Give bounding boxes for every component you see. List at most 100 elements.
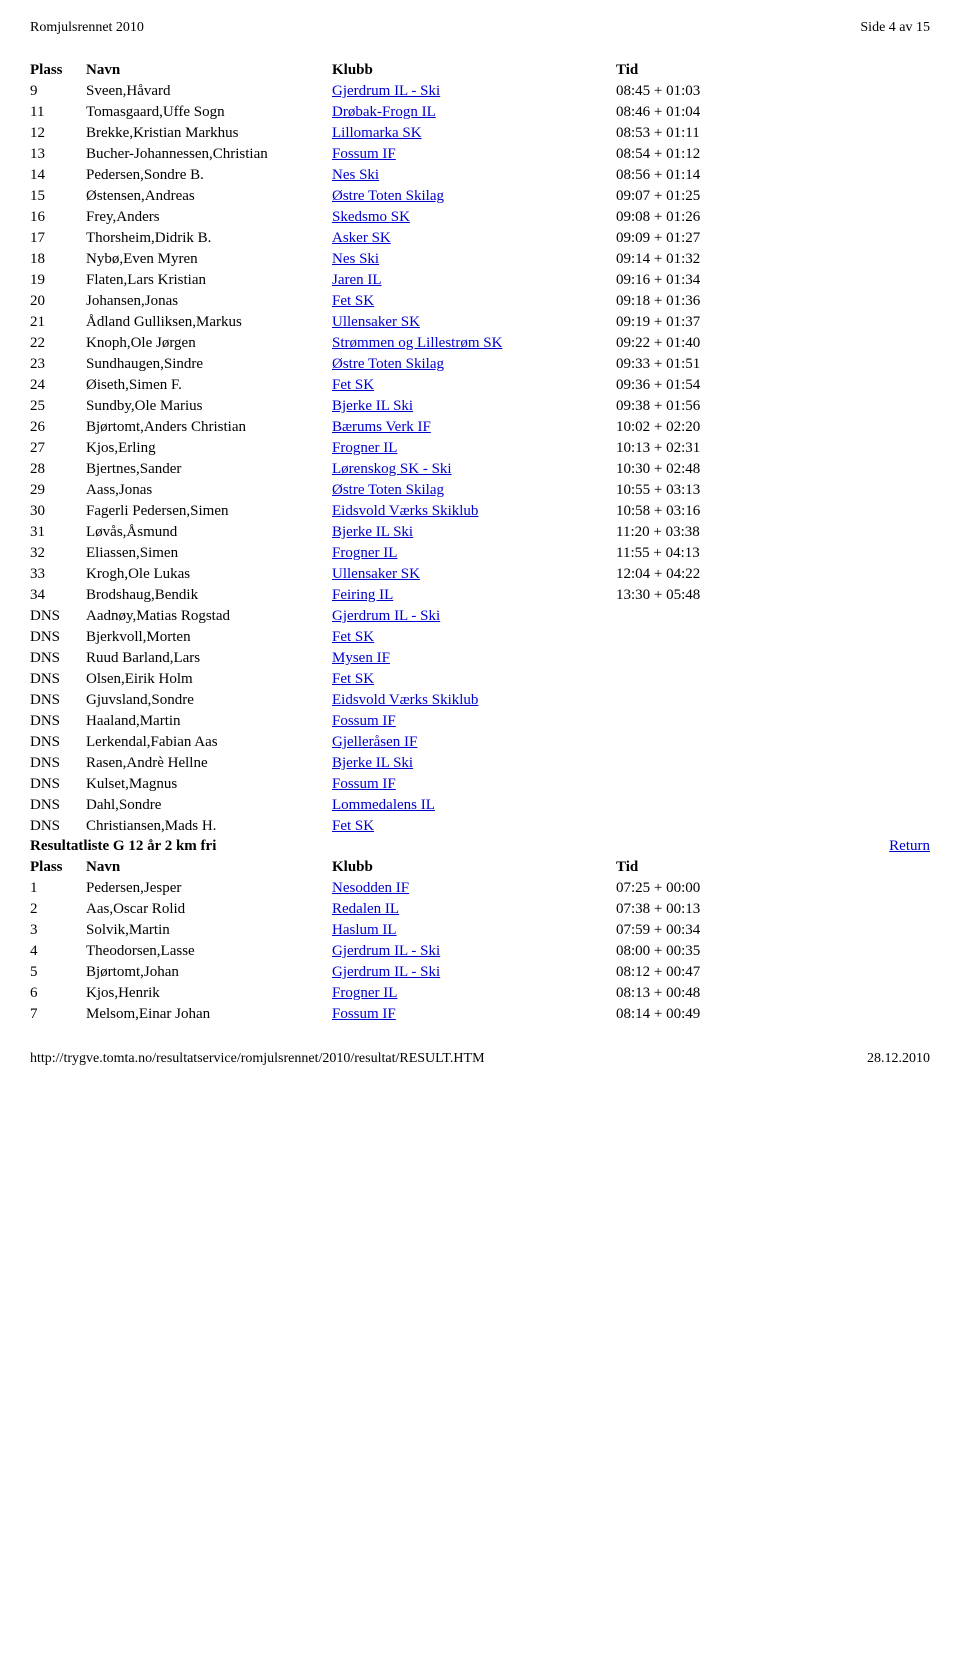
klubb-link[interactable]: Skedsmo SK	[332, 209, 410, 225]
cell-plass: 4	[30, 941, 86, 962]
klubb-link[interactable]: Bjerke IL Ski	[332, 524, 413, 540]
table-row: 22Knoph,Ole JørgenStrømmen og Lillestrøm…	[30, 333, 930, 354]
klubb-link[interactable]: Jaren IL	[332, 272, 382, 288]
cell-navn: Rasen,Andrè Hellne	[86, 753, 332, 774]
cell-navn: Melsom,Einar Johan	[86, 1004, 332, 1025]
klubb-link[interactable]: Lommedalens IL	[332, 797, 435, 813]
cell-plass: 26	[30, 417, 86, 438]
klubb-link[interactable]: Fet SK	[332, 377, 374, 393]
cell-tid: 09:33 + 01:51	[616, 354, 930, 375]
cell-navn: Øiseth,Simen F.	[86, 375, 332, 396]
cell-klubb: Østre Toten Skilag	[332, 186, 616, 207]
cell-navn: Dahl,Sondre	[86, 795, 332, 816]
cell-plass: 34	[30, 585, 86, 606]
klubb-link[interactable]: Fet SK	[332, 671, 374, 687]
cell-navn: Pedersen,Jesper	[86, 878, 332, 899]
table-row: DNSAadnøy,Matias RogstadGjerdrum IL - Sk…	[30, 606, 930, 627]
cell-plass: 2	[30, 899, 86, 920]
cell-plass: 20	[30, 291, 86, 312]
klubb-link[interactable]: Drøbak-Frogn IL	[332, 104, 436, 120]
klubb-link[interactable]: Nes Ski	[332, 167, 379, 183]
table-row: 30Fagerli Pedersen,SimenEidsvold Værks S…	[30, 501, 930, 522]
klubb-link[interactable]: Frogner IL	[332, 545, 397, 561]
cell-tid	[616, 711, 930, 732]
cell-klubb: Fet SK	[332, 627, 616, 648]
klubb-link[interactable]: Eidsvold Værks Skiklub	[332, 503, 478, 519]
klubb-link[interactable]: Lillomarka SK	[332, 125, 422, 141]
klubb-link[interactable]: Mysen IF	[332, 650, 390, 666]
klubb-link[interactable]: Bjerke IL Ski	[332, 398, 413, 414]
klubb-link[interactable]: Gjerdrum IL - Ski	[332, 608, 440, 624]
table-row: 5Bjørtomt,JohanGjerdrum IL - Ski08:12 + …	[30, 962, 930, 983]
table-row: 33Krogh,Ole LukasUllensaker SK12:04 + 04…	[30, 564, 930, 585]
klubb-link[interactable]: Ullensaker SK	[332, 314, 420, 330]
cell-plass: 17	[30, 228, 86, 249]
cell-tid: 09:36 + 01:54	[616, 375, 930, 396]
cell-klubb: Ullensaker SK	[332, 312, 616, 333]
klubb-link[interactable]: Bærums Verk IF	[332, 419, 431, 435]
cell-navn: Brekke,Kristian Markhus	[86, 123, 332, 144]
cell-tid	[616, 690, 930, 711]
klubb-link[interactable]: Eidsvold Værks Skiklub	[332, 692, 478, 708]
klubb-link[interactable]: Redalen IL	[332, 901, 399, 917]
cell-navn: Aass,Jonas	[86, 480, 332, 501]
klubb-link[interactable]: Gjerdrum IL - Ski	[332, 83, 440, 99]
cell-navn: Christiansen,Mads H.	[86, 816, 332, 837]
table-row: 15Østensen,AndreasØstre Toten Skilag09:0…	[30, 186, 930, 207]
klubb-link[interactable]: Fet SK	[332, 629, 374, 645]
klubb-link[interactable]: Gjerdrum IL - Ski	[332, 964, 440, 980]
cell-navn: Flaten,Lars Kristian	[86, 270, 332, 291]
klubb-link[interactable]: Gjerdrum IL - Ski	[332, 943, 440, 959]
page-footer: http://trygve.tomta.no/resultatservice/r…	[30, 1051, 930, 1067]
table-row: DNSLerkendal,Fabian AasGjelleråsen IF	[30, 732, 930, 753]
header-navn: Navn	[86, 857, 332, 878]
table-row: DNSDahl,SondreLommedalens IL	[30, 795, 930, 816]
header-tid: Tid	[616, 857, 930, 878]
klubb-link[interactable]: Feiring IL	[332, 587, 393, 603]
klubb-link[interactable]: Asker SK	[332, 230, 391, 246]
page-header-left: Romjulsrennet 2010	[30, 20, 144, 36]
klubb-link[interactable]: Bjerke IL Ski	[332, 755, 413, 771]
table-row: 31Løvås,ÅsmundBjerke IL Ski11:20 + 03:38	[30, 522, 930, 543]
cell-navn: Ådland Gulliksen,Markus	[86, 312, 332, 333]
klubb-link[interactable]: Gjelleråsen IF	[332, 734, 417, 750]
table-row: DNSOlsen,Eirik HolmFet SK	[30, 669, 930, 690]
cell-plass: DNS	[30, 732, 86, 753]
cell-klubb: Fossum IF	[332, 774, 616, 795]
klubb-link[interactable]: Frogner IL	[332, 985, 397, 1001]
klubb-link[interactable]: Østre Toten Skilag	[332, 482, 444, 498]
table-row: 3Solvik,MartinHaslum IL07:59 + 00:34	[30, 920, 930, 941]
cell-plass: 15	[30, 186, 86, 207]
klubb-link[interactable]: Frogner IL	[332, 440, 397, 456]
klubb-link[interactable]: Østre Toten Skilag	[332, 356, 444, 372]
klubb-link[interactable]: Fet SK	[332, 293, 374, 309]
klubb-link[interactable]: Lørenskog SK - Ski	[332, 461, 452, 477]
klubb-link[interactable]: Fossum IF	[332, 1006, 396, 1022]
cell-tid: 08:12 + 00:47	[616, 962, 930, 983]
cell-plass: 30	[30, 501, 86, 522]
section-title-row: Resultatliste G 12 år 2 km friReturn	[30, 837, 930, 857]
cell-plass: 33	[30, 564, 86, 585]
table-row: 21Ådland Gulliksen,MarkusUllensaker SK09…	[30, 312, 930, 333]
klubb-link[interactable]: Nes Ski	[332, 251, 379, 267]
klubb-link[interactable]: Østre Toten Skilag	[332, 188, 444, 204]
cell-klubb: Skedsmo SK	[332, 207, 616, 228]
klubb-link[interactable]: Fossum IF	[332, 146, 396, 162]
klubb-link[interactable]: Ullensaker SK	[332, 566, 420, 582]
klubb-link[interactable]: Nesodden IF	[332, 880, 409, 896]
cell-tid: 08:53 + 01:11	[616, 123, 930, 144]
table-row: 27Kjos,ErlingFrogner IL10:13 + 02:31	[30, 438, 930, 459]
cell-plass: 14	[30, 165, 86, 186]
klubb-link[interactable]: Fossum IF	[332, 776, 396, 792]
header-plass: Plass	[30, 857, 86, 878]
klubb-link[interactable]: Strømmen og Lillestrøm SK	[332, 335, 502, 351]
klubb-link[interactable]: Fossum IF	[332, 713, 396, 729]
klubb-link[interactable]: Haslum IL	[332, 922, 397, 938]
table-row: 16Frey,AndersSkedsmo SK09:08 + 01:26	[30, 207, 930, 228]
cell-tid: 08:45 + 01:03	[616, 81, 930, 102]
klubb-link[interactable]: Fet SK	[332, 818, 374, 834]
return-link[interactable]: Return	[889, 838, 930, 854]
cell-tid: 08:00 + 00:35	[616, 941, 930, 962]
cell-plass: DNS	[30, 711, 86, 732]
cell-klubb: Østre Toten Skilag	[332, 354, 616, 375]
